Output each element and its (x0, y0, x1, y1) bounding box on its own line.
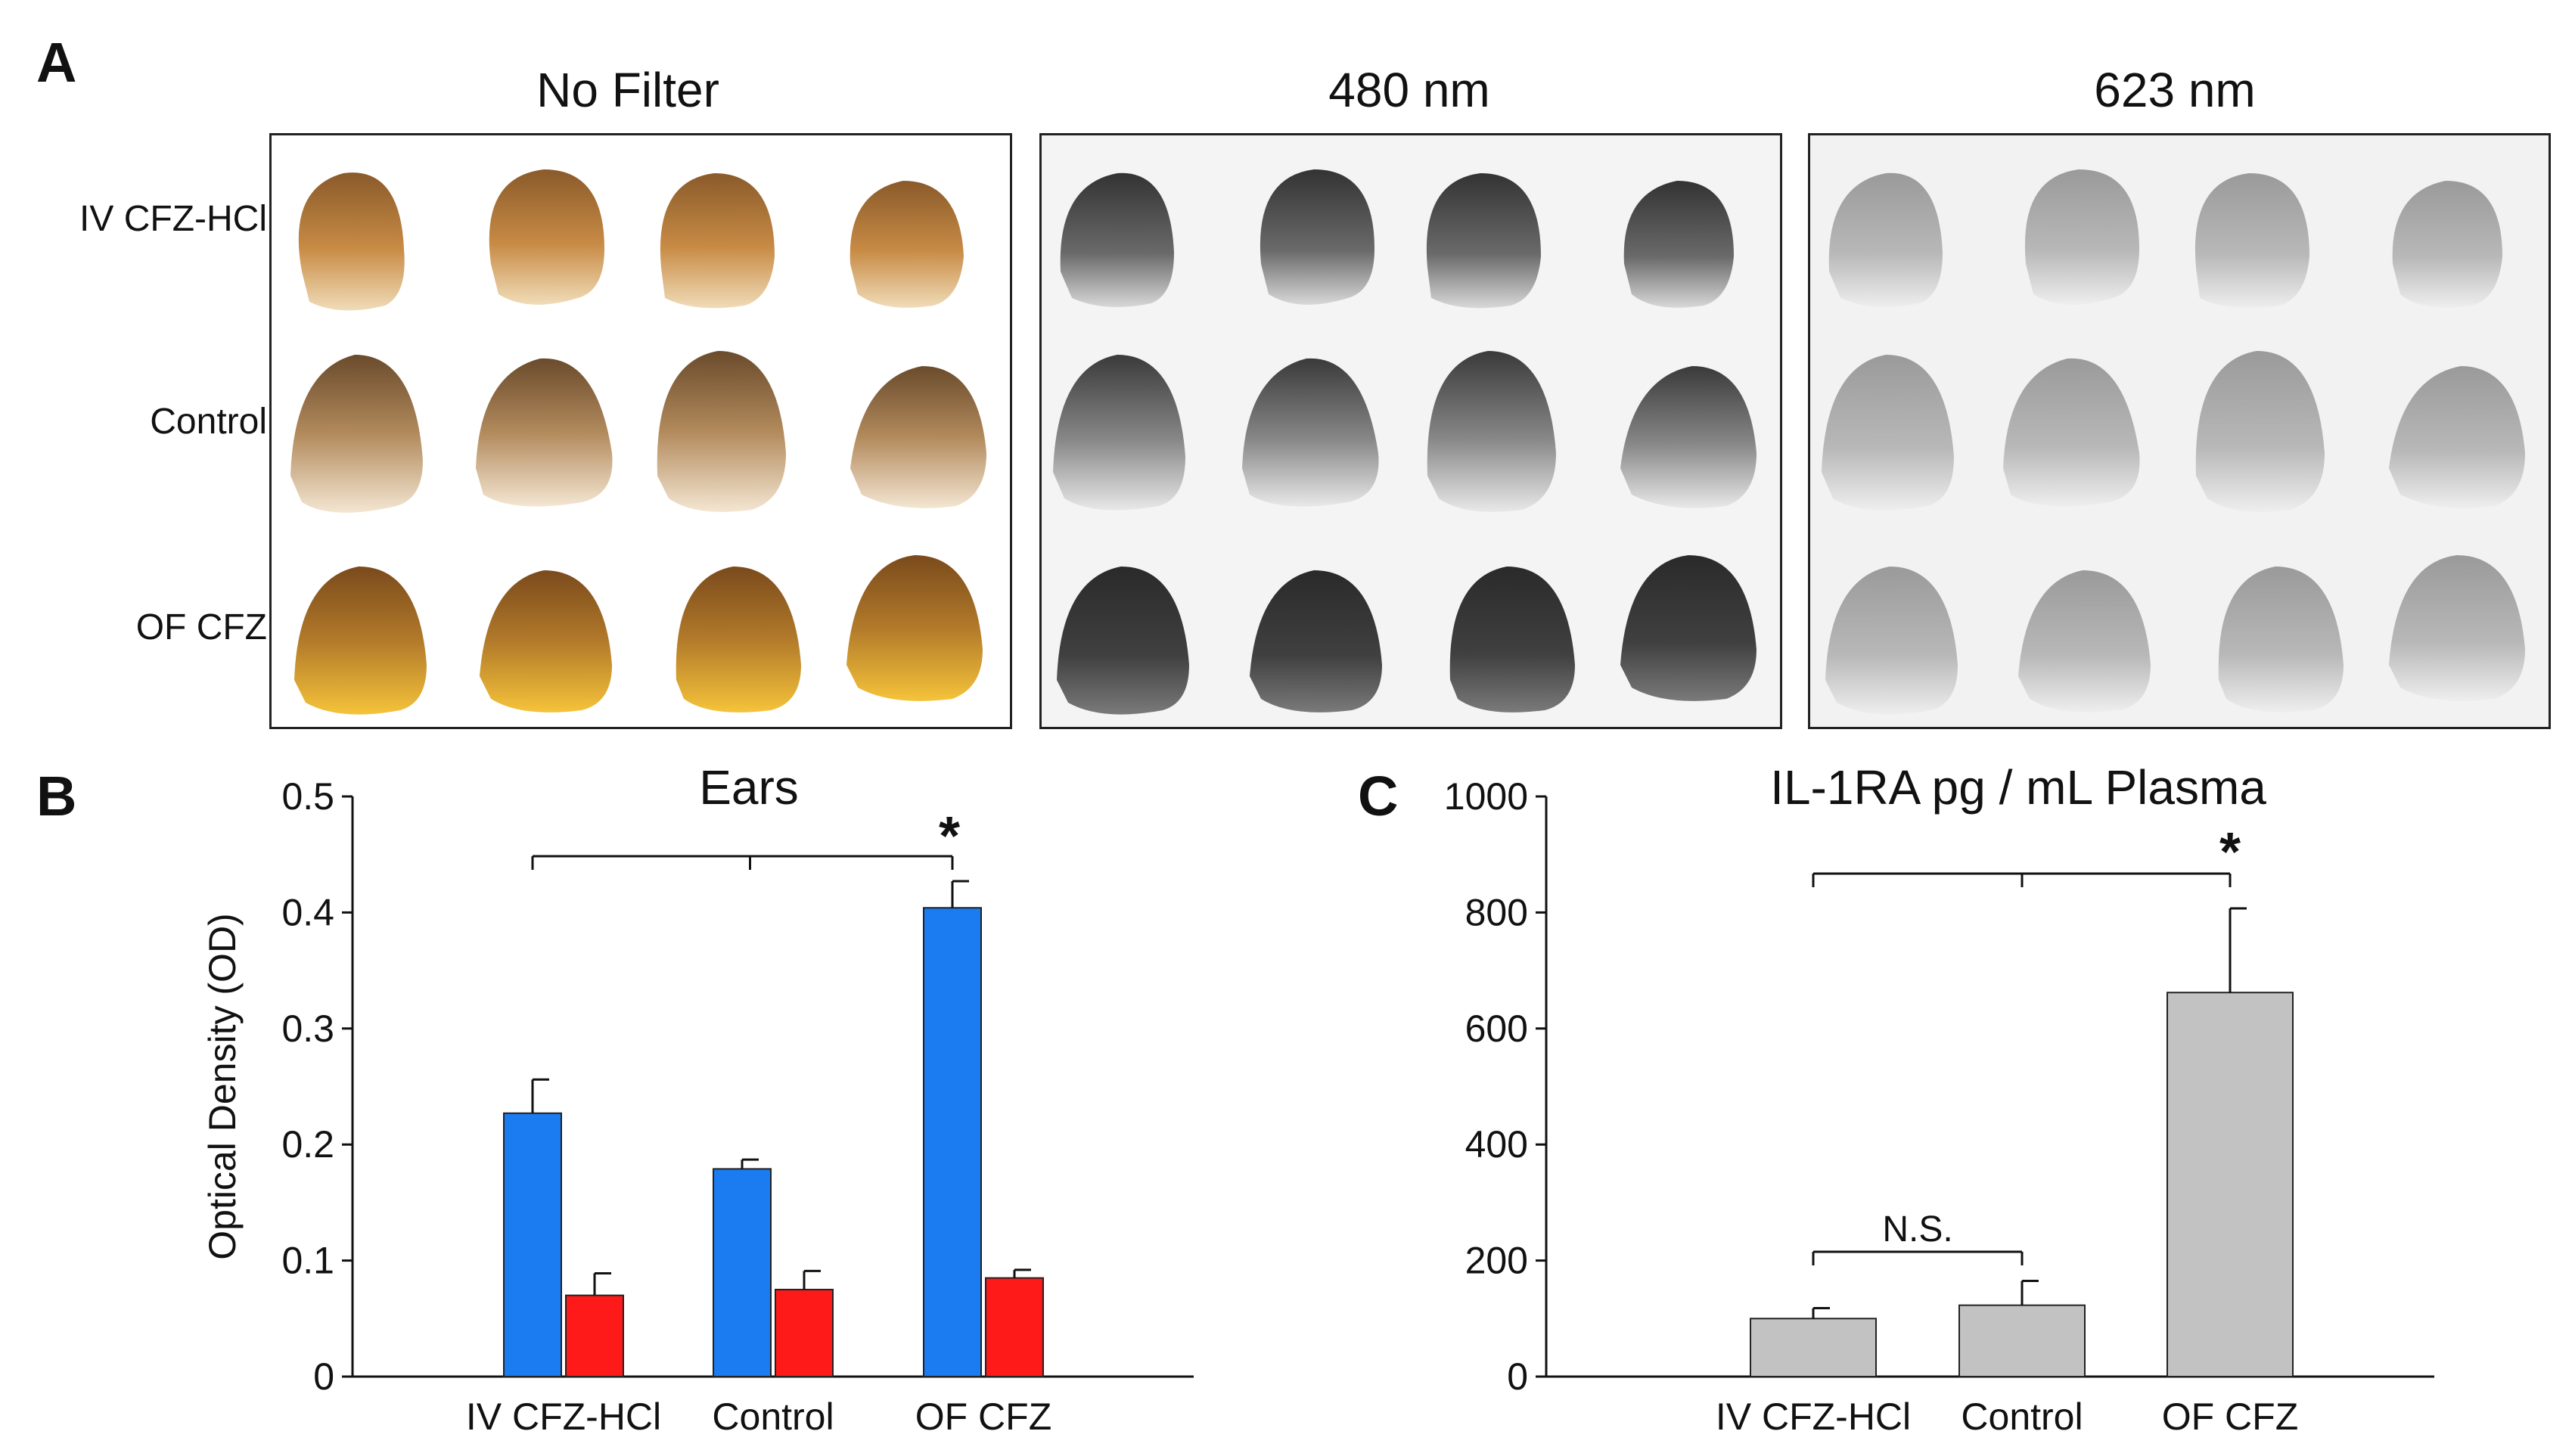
bar (775, 1288, 834, 1377)
y-tick-label: 0.1 (281, 1240, 334, 1282)
filter-title-480nm: 480 nm (1328, 63, 1490, 117)
row-label-iv-cfz-hcl: IV CFZ-HCl (79, 199, 267, 239)
bar (565, 1294, 624, 1377)
ear-photo-panel-no-filter (269, 133, 1012, 729)
y-tick-label: 0.4 (281, 891, 334, 933)
ear-row-of-cfz (1825, 555, 2525, 715)
y-tick-label: 0.5 (281, 775, 334, 818)
ear-row-of-cfz (294, 555, 983, 715)
ear-photo-panel-623nm (1808, 133, 2551, 729)
y-tick-label: 0.3 (281, 1007, 334, 1050)
y-tick-label: 0.2 (281, 1123, 334, 1166)
ear-row-control (290, 351, 986, 513)
panel-letter-a: A (36, 31, 77, 94)
significance-star: * (939, 806, 960, 867)
filter-title-623nm: 623 nm (2094, 63, 2256, 117)
x-tick-label: Control (712, 1395, 834, 1438)
panel-letter-c: C (1358, 765, 1399, 827)
panel-letter-b: B (36, 765, 77, 827)
ear-row-control (1053, 351, 1757, 512)
ear-row-iv-cfz-hcl (1060, 169, 1734, 309)
ear-photo-grid-623nm (1822, 169, 2525, 715)
y-tick-label: 0 (313, 1355, 334, 1398)
chart-title: Ears (699, 760, 799, 815)
row-label-of-cfz: OF CFZ (135, 607, 267, 647)
x-tick-label: IV CFZ-HCl (466, 1395, 661, 1438)
ear-photo-grid-480nm (1053, 169, 1757, 715)
bar (985, 1277, 1044, 1377)
ear-photo-grid-no-filter (290, 169, 986, 715)
ear-row-iv-cfz-hcl (298, 169, 964, 311)
ear-row-iv-cfz-hcl (1828, 169, 2502, 309)
bar (503, 1112, 562, 1377)
ear-row-of-cfz (1057, 555, 1757, 715)
ear-row-control (1822, 351, 2525, 512)
y-axis-label: Optical Density (OD) (201, 913, 244, 1259)
x-tick-label: OF CFZ (915, 1395, 1052, 1438)
bar (923, 907, 982, 1378)
bar (713, 1168, 772, 1377)
filter-title-no-filter: No Filter (536, 63, 719, 117)
ear-photo-panel-480nm (1039, 133, 1782, 729)
row-label-control: Control (150, 402, 267, 442)
